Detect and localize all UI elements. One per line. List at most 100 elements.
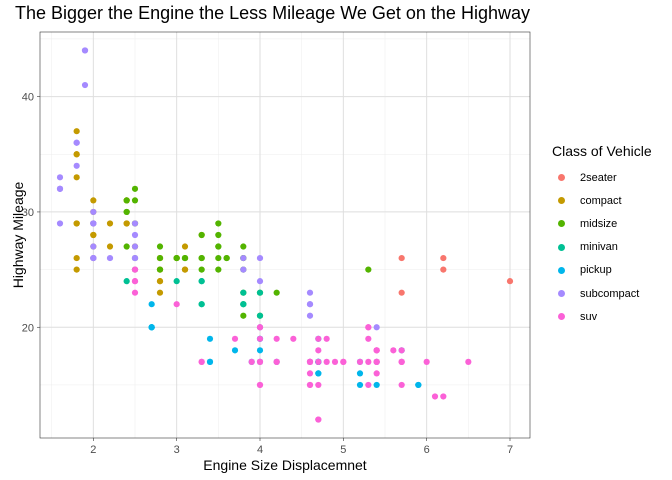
data-point-midsize [198, 266, 205, 273]
chart-title: The Bigger the Engine the Less Mileage W… [15, 3, 530, 23]
data-point-midsize [156, 266, 164, 273]
data-point-compact [90, 197, 97, 204]
data-point-suv [465, 358, 472, 365]
data-point-suv [306, 381, 314, 389]
y-tick-label: 30 [22, 207, 34, 219]
legend-swatch [558, 290, 565, 298]
data-point-subcompact [256, 278, 264, 285]
data-point-subcompact [90, 220, 97, 227]
data-point-suv [256, 381, 264, 389]
data-point-suv [231, 335, 239, 342]
data-point-midsize [198, 254, 205, 262]
data-point-subcompact [90, 254, 97, 262]
legend-label: pickup [580, 264, 612, 277]
data-point-suv [256, 324, 264, 331]
data-point-midsize [223, 254, 230, 262]
legend-swatch [558, 220, 565, 228]
data-point-suv [248, 358, 255, 365]
data-point-suv [173, 301, 180, 308]
data-point-suv [323, 358, 330, 365]
data-point-suv [373, 358, 380, 365]
legend-swatch [558, 243, 565, 251]
data-point-suv [256, 335, 264, 342]
data-point-midsize [215, 231, 222, 239]
legend-swatch [558, 266, 565, 274]
data-point-suv [440, 393, 447, 400]
data-point-subcompact [306, 312, 314, 319]
data-point-suv [365, 381, 372, 389]
data-points [56, 47, 514, 423]
data-point-2seater [506, 278, 514, 285]
x-tick-label: 5 [340, 444, 346, 456]
data-point-2seater [398, 254, 405, 262]
data-point-suv [273, 358, 280, 365]
data-point-minivan [256, 312, 264, 319]
panel-border [39, 31, 531, 439]
data-point-compact [73, 151, 80, 158]
data-point-subcompact [131, 220, 139, 227]
data-point-suv [340, 358, 347, 365]
data-point-suv [398, 347, 405, 354]
data-point-suv [423, 358, 430, 365]
data-point-subcompact [106, 254, 114, 262]
data-point-suv [356, 358, 364, 365]
legend-label: subcompact [580, 287, 640, 300]
data-point-suv [365, 358, 372, 365]
data-point-suv [398, 358, 405, 365]
data-point-suv [131, 289, 139, 296]
data-point-pickup [256, 347, 264, 354]
data-point-pickup [315, 370, 322, 377]
x-tick-label: 3 [174, 444, 180, 456]
y-axis-title: Highway Mileage [10, 181, 26, 288]
y-tick-label: 40 [22, 92, 34, 104]
data-point-midsize [123, 243, 130, 250]
data-point-compact [73, 266, 80, 273]
data-point-compact [73, 128, 80, 135]
x-axis-ticks: 2 3 4 5 6 7 [90, 438, 513, 456]
x-tick-label: 4 [257, 444, 263, 456]
data-point-subcompact [81, 81, 89, 89]
y-tick-label: 20 [22, 322, 34, 334]
data-point-midsize [215, 254, 222, 262]
legend-item-pickup: pickup [552, 259, 652, 282]
data-point-subcompact [240, 266, 247, 273]
data-point-suv [315, 335, 322, 342]
data-point-subcompact [90, 208, 97, 216]
legend-label: midsize [580, 217, 618, 230]
data-point-suv [365, 335, 372, 342]
data-point-midsize [365, 266, 372, 273]
data-point-midsize [173, 254, 180, 262]
data-point-suv [131, 278, 139, 285]
data-point-subcompact [240, 254, 247, 262]
legend-label: minivan [580, 241, 618, 254]
legend-swatch [558, 174, 565, 182]
legend-items: 2seater compact midsize minivan pickup subcom… [552, 166, 652, 328]
data-point-compact [106, 220, 114, 227]
data-point-suv [390, 347, 397, 354]
legend-title: Class of Vehicle [552, 143, 652, 159]
data-point-pickup [356, 370, 364, 377]
data-point-pickup [356, 381, 364, 389]
data-point-subcompact [56, 174, 64, 181]
data-point-suv [431, 393, 439, 400]
data-point-suv [315, 381, 322, 389]
data-point-suv [315, 416, 322, 423]
data-point-subcompact [256, 254, 264, 262]
legend: Class of Vehicle 2seater compact midsize mi… [552, 143, 652, 328]
data-point-subcompact [131, 243, 139, 250]
data-point-subcompact [373, 324, 380, 331]
data-point-suv [323, 335, 330, 342]
data-point-subcompact [73, 139, 80, 146]
data-point-midsize [181, 254, 189, 262]
data-point-midsize [215, 243, 222, 250]
legend-item-subcompact: subcompact [552, 282, 652, 305]
data-point-suv [273, 335, 280, 342]
data-point-compact [123, 220, 130, 227]
data-point-midsize [131, 197, 139, 204]
data-point-compact [73, 174, 80, 181]
data-point-midsize [123, 208, 130, 216]
data-point-suv [398, 381, 405, 389]
data-point-pickup [415, 381, 422, 389]
legend-item-2seater: 2seater [552, 166, 652, 189]
